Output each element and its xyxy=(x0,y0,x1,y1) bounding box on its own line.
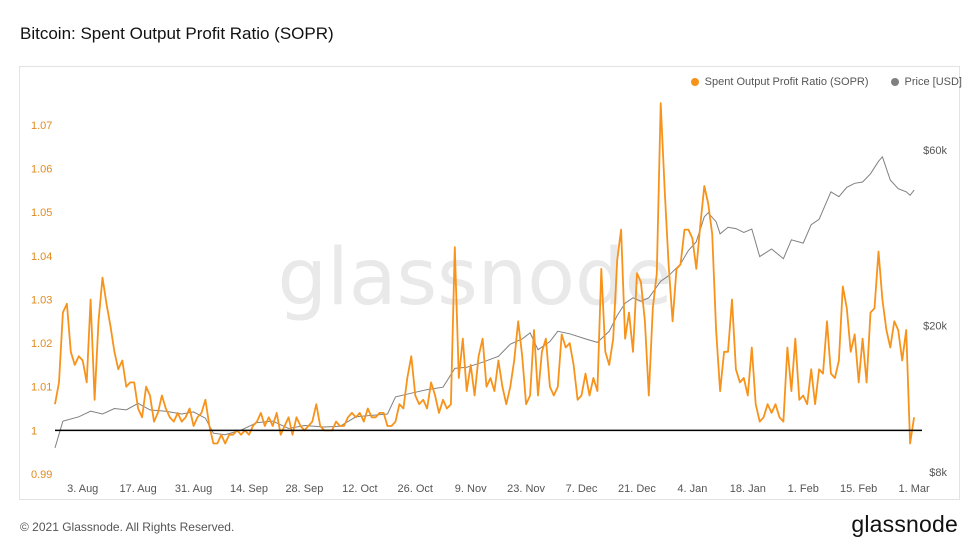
x-tick: 14. Sep xyxy=(230,483,268,495)
legend-item-sopr[interactable]: Spent Output Profit Ratio (SOPR) xyxy=(690,76,869,88)
x-tick: 15. Feb xyxy=(840,483,877,495)
chart-panel xyxy=(19,66,960,500)
y-left-tick: 1.07 xyxy=(31,120,52,132)
price-line xyxy=(54,155,915,449)
legend-dot-sopr xyxy=(690,78,699,86)
sopr-line xyxy=(54,102,915,445)
x-tick: 4. Jan xyxy=(677,483,707,495)
y-left-tick: 1.03 xyxy=(31,294,52,306)
x-tick: 9. Nov xyxy=(455,483,487,495)
y-right-tick: $8k xyxy=(929,467,947,479)
legend-label-price: Price [USD] xyxy=(904,76,962,88)
legend-item-price[interactable]: Price [USD] xyxy=(890,76,962,88)
footer-logo[interactable]: glassnode xyxy=(851,511,958,537)
y-left-tick: 1.05 xyxy=(31,207,52,219)
x-tick: 17. Aug xyxy=(119,483,156,495)
y-left-tick: 1.01 xyxy=(31,382,52,394)
x-tick: 3. Aug xyxy=(67,483,98,495)
y-right-tick: $20k xyxy=(923,321,947,333)
x-tick: 21. Dec xyxy=(618,483,656,495)
watermark: glassnode xyxy=(278,233,673,323)
x-tick: 18. Jan xyxy=(730,483,766,495)
y-left-tick: 1.04 xyxy=(31,251,52,263)
x-tick: 7. Dec xyxy=(566,483,598,495)
y-left-tick: 0.99 xyxy=(31,469,52,481)
chart-legend: Spent Output Profit Ratio (SOPR) Price [… xyxy=(690,76,962,88)
x-tick: 28. Sep xyxy=(285,483,323,495)
legend-label-sopr: Spent Output Profit Ratio (SOPR) xyxy=(704,76,869,88)
x-tick: 1. Feb xyxy=(788,483,819,495)
x-tick: 23. Nov xyxy=(507,483,545,495)
legend-dot-price xyxy=(890,78,899,86)
x-tick: 31. Aug xyxy=(175,483,212,495)
x-tick: 12. Oct xyxy=(342,483,377,495)
x-tick: 1. Mar xyxy=(898,483,930,495)
footer-copyright: © 2021 Glassnode. All Rights Reserved. xyxy=(20,520,235,534)
y-right-tick: $60k xyxy=(923,145,947,157)
y-left-tick: 1.06 xyxy=(31,164,52,176)
y-left-tick: 1.02 xyxy=(31,338,52,350)
chart-title: Bitcoin: Spent Output Profit Ratio (SOPR… xyxy=(20,24,334,43)
x-tick: 26. Oct xyxy=(398,483,433,495)
y-left-tick: 1 xyxy=(31,425,37,437)
